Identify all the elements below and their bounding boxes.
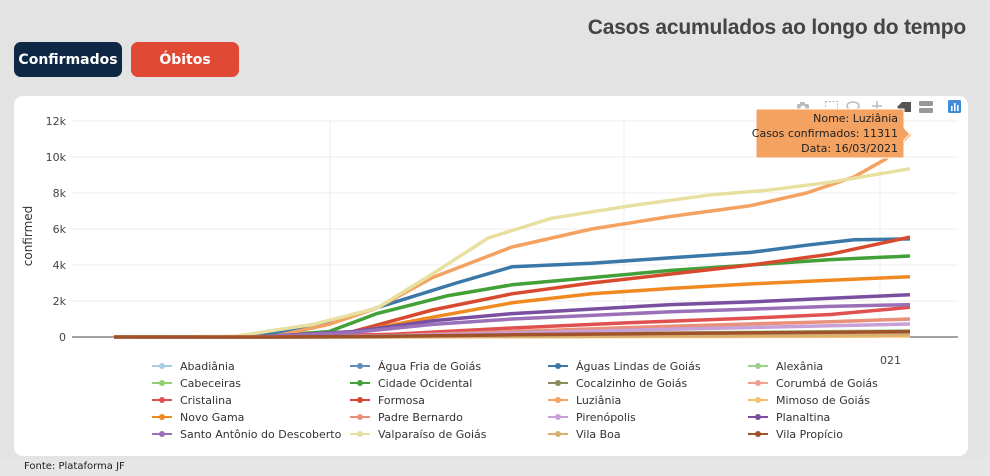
series-line[interactable] — [113, 166, 911, 339]
legend-item[interactable]: Abadiânia — [152, 360, 235, 373]
legend-item[interactable]: Águas Lindas de Goiás — [548, 360, 701, 373]
legend-item[interactable]: Padre Bernardo — [350, 411, 463, 424]
legend-item[interactable]: Planaltina — [748, 411, 830, 424]
legend-label: Luziânia — [576, 394, 621, 407]
legend-label: Alexânia — [776, 360, 823, 373]
legend-swatch-marker — [159, 431, 165, 437]
legend-item[interactable]: Vila Propício — [748, 428, 843, 441]
legend-label: Cristalina — [180, 394, 232, 407]
plotly-logo-icon[interactable] — [948, 100, 961, 113]
legend-item[interactable]: Cidade Ocidental — [350, 377, 472, 390]
legend-label: Mimoso de Goiás — [776, 394, 870, 407]
line-chart[interactable]: 0 2k 4k 6k 8k 10k 12k confirmed 021 — [14, 96, 968, 456]
legend-label: Cidade Ocidental — [378, 377, 472, 390]
y-tick-label: 6k — [53, 223, 67, 236]
legend-swatch-marker — [357, 363, 363, 369]
legend-swatch-marker — [555, 363, 561, 369]
dashboard-panel: Casos acumulados ao longo do tempo Confi… — [14, 16, 968, 456]
y-axis-label: confirmed — [21, 206, 35, 267]
legend-swatch-marker — [159, 380, 165, 386]
legend-item[interactable]: Formosa — [350, 394, 425, 407]
legend-swatch-marker — [755, 397, 761, 403]
tooltip-line-2: Casos confirmados: 11311 — [752, 127, 898, 140]
legend-item[interactable]: Pirenópolis — [548, 411, 636, 424]
legend-label: Água Fria de Goiás — [378, 360, 481, 373]
legend-swatch-marker — [555, 414, 561, 420]
legend-swatch-marker — [755, 380, 761, 386]
legend-item[interactable]: Alexânia — [748, 360, 823, 373]
legend-swatch-marker — [755, 363, 761, 369]
source-footer: Fonte: Plataforma JF — [24, 461, 125, 472]
tooltip-line-3: Data: 16/03/2021 — [801, 142, 898, 155]
legend-item[interactable]: Cristalina — [152, 394, 232, 407]
legend-label: Padre Bernardo — [378, 411, 463, 424]
legend-item[interactable]: Mimoso de Goiás — [748, 394, 870, 407]
series-lines — [113, 132, 912, 339]
confirmed-button[interactable]: Confirmados — [14, 42, 122, 77]
series-line[interactable] — [113, 302, 911, 339]
legend-label: Abadiânia — [180, 360, 235, 373]
chart-card: 0 2k 4k 6k 8k 10k 12k confirmed 021 — [14, 96, 968, 456]
legend-item[interactable]: Novo Gama — [152, 411, 244, 424]
legend-label: Santo Antônio do Descoberto — [180, 428, 342, 441]
legend-swatch-marker — [159, 397, 165, 403]
tooltip-line-1: Nome: Luziânia — [813, 112, 898, 125]
legend-swatch-marker — [159, 414, 165, 420]
chart-legend: Abadiânia Água Fria de Goiás Águas Lindas … — [152, 360, 878, 441]
tooltip-box — [755, 108, 911, 159]
legend-item[interactable]: Cocalzinho de Goiás — [548, 377, 688, 390]
legend-label: Águas Lindas de Goiás — [576, 360, 701, 373]
legend-item[interactable]: Corumbá de Goiás — [748, 377, 878, 390]
legend-swatch-marker — [357, 397, 363, 403]
y-tick-label: 8k — [53, 187, 67, 200]
legend-swatch-marker — [159, 363, 165, 369]
legend-item[interactable]: Vila Boa — [548, 428, 621, 441]
legend-swatch-marker — [555, 431, 561, 437]
legend-label: Vila Propício — [776, 428, 843, 441]
legend-label: Cabeceiras — [180, 377, 241, 390]
legend-label: Formosa — [378, 394, 425, 407]
legend-item[interactable]: Santo Antônio do Descoberto — [152, 428, 342, 441]
series-line[interactable] — [114, 329, 911, 339]
legend-item[interactable]: Cabeceiras — [152, 377, 241, 390]
y-tick-label: 2k — [53, 295, 67, 308]
page-title: Casos acumulados ao longo do tempo — [587, 16, 966, 39]
legend-label: Pirenópolis — [576, 411, 636, 424]
legend-label: Vila Boa — [576, 428, 621, 441]
hover-tooltip: Nome: Luziânia Casos confirmados: 11311 … — [752, 108, 911, 159]
legend-swatch-marker — [357, 380, 363, 386]
legend-swatch-marker — [755, 414, 761, 420]
legend-swatch-marker — [357, 431, 363, 437]
legend-item[interactable]: Luziânia — [548, 394, 621, 407]
y-tick-label: 10k — [46, 151, 67, 164]
y-tick-label: 4k — [53, 259, 67, 272]
legend-label: Corumbá de Goiás — [776, 377, 878, 390]
legend-item[interactable]: Valparaíso de Goiás — [350, 428, 487, 441]
legend-label: Novo Gama — [180, 411, 244, 424]
legend-swatch-marker — [555, 380, 561, 386]
y-tick-label: 12k — [46, 115, 67, 128]
closest-hover-icon[interactable] — [919, 101, 933, 113]
y-tick-label: 0 — [59, 331, 66, 344]
legend-swatch-marker — [755, 431, 761, 437]
deaths-button[interactable]: Óbitos — [131, 42, 239, 77]
x-tick-label: 021 — [880, 354, 901, 367]
legend-label: Planaltina — [776, 411, 830, 424]
legend-label: Cocalzinho de Goiás — [576, 377, 688, 390]
legend-swatch-marker — [357, 414, 363, 420]
legend-swatch-marker — [555, 397, 561, 403]
y-axis: 0 2k 4k 6k 8k 10k 12k — [46, 115, 67, 344]
legend-item[interactable]: Água Fria de Goiás — [350, 360, 481, 373]
legend-label: Valparaíso de Goiás — [378, 428, 487, 441]
